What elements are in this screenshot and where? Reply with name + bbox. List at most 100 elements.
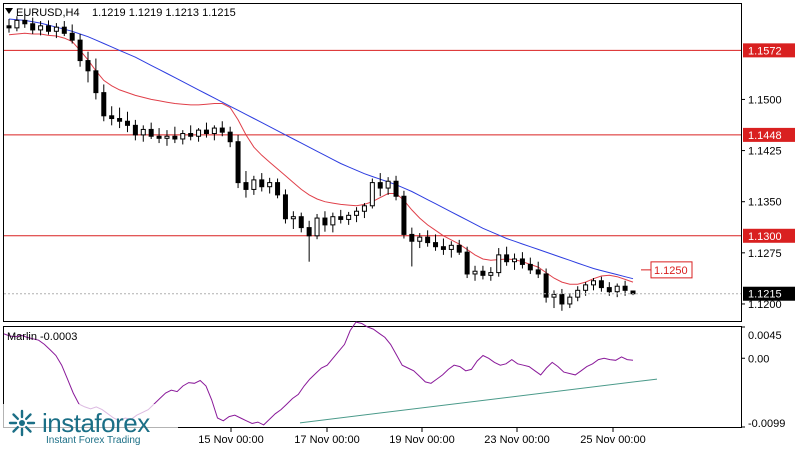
price-tick-label: 1.1500 [748, 94, 782, 106]
level-price-tag-label: 1.1572 [748, 45, 782, 57]
candle-body-bear [101, 92, 107, 117]
oscillator-title: Marlin -0.0003 [7, 331, 77, 343]
candle-body-bull [346, 214, 352, 220]
candle-body-bear [148, 128, 154, 137]
candle-body-bull [38, 25, 44, 31]
candle [282, 189, 288, 224]
candle [512, 253, 518, 270]
price-tick-label: 1.1350 [748, 197, 782, 209]
candle-body-bear [6, 25, 12, 29]
watermark-tagline: Instant Forex Trading [46, 435, 141, 446]
candle-body-bull [290, 216, 296, 220]
candle [377, 173, 383, 197]
candle-body-bear [275, 182, 281, 196]
candle [45, 20, 51, 35]
candle [22, 14, 28, 28]
candle-body-bear [543, 273, 549, 298]
candle-body-bull [140, 128, 146, 136]
time-tick-label: 17 Nov 00:00 [294, 434, 359, 446]
candle [243, 171, 249, 198]
target-label-box [650, 261, 693, 279]
candle-body-bull [417, 236, 423, 242]
watermark-brand: instaforex [42, 408, 150, 438]
oscillator-axis[interactable]: 0.0045 0.00 -0.0099 [741, 326, 785, 430]
candle-body-bear [61, 26, 67, 34]
candle-body-bear [409, 233, 415, 242]
candle [306, 220, 312, 262]
candle-body-bear [282, 194, 288, 220]
candle [53, 23, 59, 39]
candle [559, 288, 565, 311]
candle [385, 177, 391, 195]
candle [211, 125, 217, 141]
candle-body-bear [124, 120, 130, 126]
candle [227, 126, 233, 148]
level-price-tag-label: 1.1300 [748, 231, 782, 243]
oscillator-trendline [299, 378, 658, 424]
candle [124, 111, 130, 133]
candle [132, 119, 138, 141]
candle-body-bear [306, 227, 312, 237]
main-pane[interactable] [3, 3, 742, 322]
candle-body-bear [456, 244, 462, 253]
candle [14, 16, 20, 32]
candle-body-bull [567, 296, 573, 305]
candle [61, 21, 67, 37]
candle [393, 175, 399, 201]
candle-body-bull [369, 182, 375, 207]
candle [591, 278, 597, 291]
target-line-group: 1.1250 [4, 261, 741, 295]
candle [448, 241, 454, 258]
candle-body-bull [551, 293, 557, 298]
candle-body-bear [203, 129, 209, 135]
time-axis[interactable]: 15 Nov 00:00 17 Nov 00:00 19 Nov 00:00 23 N… [198, 428, 646, 446]
candle [425, 230, 431, 247]
candle-body-bull [354, 210, 360, 216]
candle [235, 134, 241, 189]
candle-body-bull [330, 216, 336, 226]
candle-body-bull [583, 284, 589, 291]
candle-body-bear [156, 135, 162, 139]
candle [6, 18, 12, 33]
time-tick-label: 23 Nov 00:00 [484, 434, 549, 446]
triangle-down-icon[interactable] [5, 8, 13, 14]
oscillator-tick-label: 0.00 [748, 353, 769, 365]
candle [85, 51, 91, 83]
candle [464, 246, 470, 279]
candle [330, 212, 336, 233]
candle [164, 130, 170, 146]
price-axis[interactable]: 1.1500 1.1425 1.1350 1.1275 1.1200 1.1572 1.14… [741, 43, 795, 311]
candle [219, 121, 225, 137]
candle-body-bear [30, 23, 36, 31]
candles-group [6, 14, 636, 311]
candle-body-bear [377, 182, 383, 189]
candle [440, 238, 446, 255]
candle-body-bear [464, 251, 470, 275]
candle [354, 207, 360, 223]
candle [322, 211, 328, 232]
watermark: instaforex Instant Forex Trading [2, 404, 178, 449]
candle [69, 24, 75, 44]
candle [338, 209, 344, 224]
candle-body-bull [512, 258, 518, 263]
candle-body-bear [433, 242, 439, 248]
candle-body-bear [598, 280, 604, 289]
level-price-tag [743, 127, 795, 142]
candle-body-bull [488, 272, 494, 276]
candle [535, 261, 541, 279]
candle [417, 233, 423, 249]
candle [614, 283, 620, 298]
candle-body-bear [504, 254, 510, 263]
candle-body-bear [440, 246, 446, 250]
candle-body-bear [109, 115, 115, 120]
candle-body-bear [535, 269, 541, 275]
time-tick-label: 25 Nov 00:00 [580, 434, 645, 446]
candle [361, 203, 367, 219]
candle-body-bear [519, 258, 525, 265]
symbol-label: EURUSD,H4 [16, 7, 80, 19]
candle-body-bear [77, 39, 83, 62]
candle [346, 211, 352, 225]
time-tick-label: 15 Nov 00:00 [198, 434, 263, 446]
candle [290, 211, 296, 229]
